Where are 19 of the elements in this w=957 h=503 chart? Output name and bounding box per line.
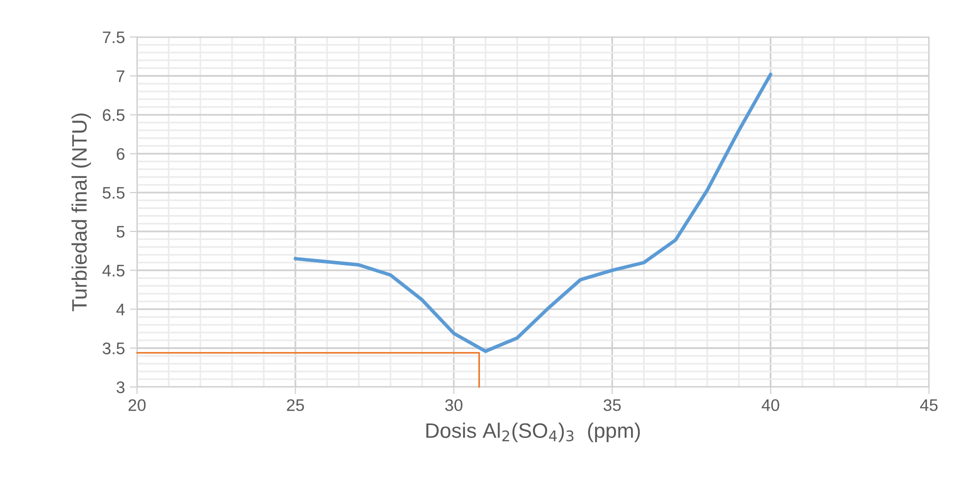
y-tick-label: 3.5 (102, 342, 124, 354)
x-tick-label: 45 (920, 399, 938, 412)
y-tick-label: 7.5 (102, 32, 124, 44)
y-tick-label: 3 (116, 381, 124, 394)
y-tick-label: 6.5 (102, 109, 124, 121)
x-tick-label: 30 (445, 399, 462, 412)
line-series (294, 72, 772, 353)
x-tick-label: 25 (286, 399, 304, 412)
y-tick-label: 5 (116, 226, 124, 238)
y-tick-label: 4 (116, 304, 125, 316)
y-tick-label: 7 (116, 70, 124, 82)
x-axis-title: Dosis Al$_{2}$(SO$_{4}$)$_{3}$ (ppm) (426, 422, 640, 442)
y-tick-label: 6 (116, 148, 124, 160)
y-axis-title: Turbiedad final (NTU) (71, 114, 91, 312)
x-tick-label: 40 (762, 399, 780, 412)
y-tick-label: 5.5 (102, 187, 124, 199)
x-tick-label: 35 (604, 399, 621, 412)
x-tick-label: 20 (128, 399, 146, 412)
y-tick-label: 4.5 (102, 264, 124, 277)
